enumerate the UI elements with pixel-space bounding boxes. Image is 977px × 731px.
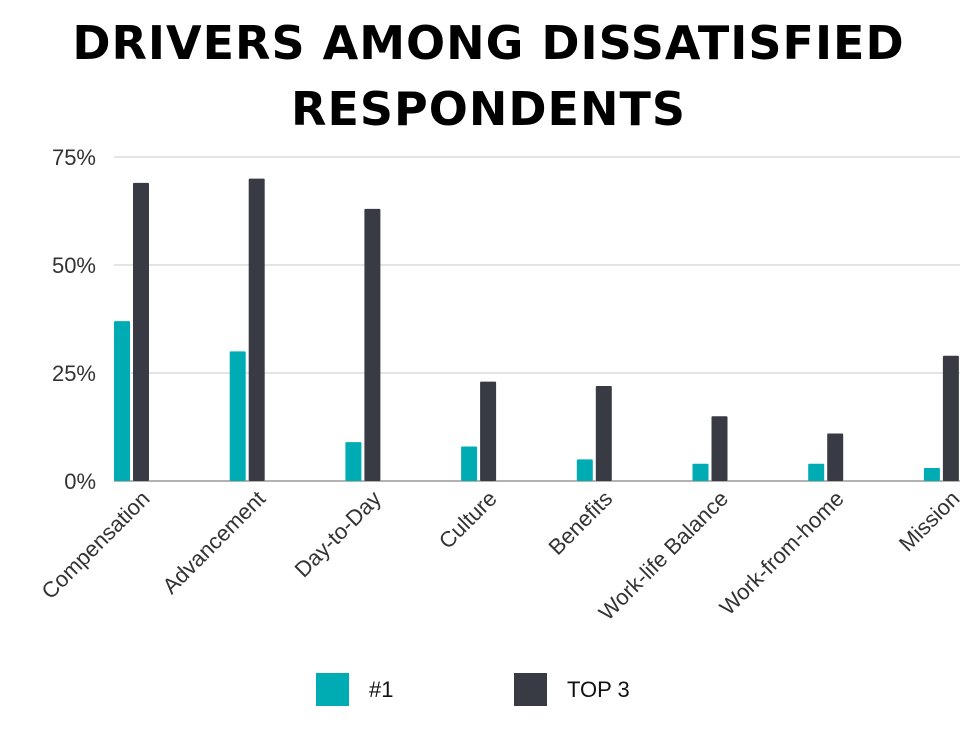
bar-rank1-mission — [923, 468, 940, 481]
bar-chart: 0% 25% 50% 75% Compensation Advancement Day-to… — [37, 145, 965, 625]
legend-item-1: #1 — [316, 673, 393, 706]
x-tick-label: Benefits — [543, 486, 617, 560]
chart-title-line-1: DRIVERS AMONG DISSATISFIED — [72, 16, 905, 70]
legend: #1 TOP 3 — [0, 673, 977, 707]
bar-top3-culture — [480, 381, 497, 481]
x-tick-label: Work-life Balance — [594, 486, 733, 625]
bar-rank1-work-from-home — [808, 463, 825, 481]
bar-top3-day-to-day — [364, 208, 381, 481]
x-tick-label: Day-to-Day — [290, 486, 386, 582]
bar-rank1-work-life-balance — [692, 463, 709, 481]
y-tick-label: 75% — [52, 145, 96, 170]
bar-rank1-advancement — [229, 351, 246, 481]
legend-swatch-top3 — [514, 673, 547, 706]
y-tick-label: 0% — [64, 469, 96, 494]
chart-title: DRIVERS AMONG DISSATISFIED RESPONDENTS — [0, 10, 977, 142]
x-tick-label: Work-from-home — [715, 486, 849, 620]
bar-top3-advancement — [248, 178, 265, 481]
legend-label-top3: TOP 3 — [567, 676, 630, 702]
legend-item-top3: TOP 3 — [514, 673, 630, 706]
chart-title-line-2: RESPONDENTS — [291, 82, 686, 136]
bar-top3-work-from-home — [827, 433, 844, 481]
x-tick-label: Mission — [894, 486, 964, 556]
legend-swatch-1 — [316, 673, 349, 706]
bar-rank1-benefits — [576, 459, 593, 481]
x-tick-label: Compensation — [37, 486, 155, 604]
bar-top3-compensation — [133, 182, 149, 482]
bar-rank1-culture — [461, 446, 478, 481]
bar-top3-benefits — [595, 385, 612, 481]
bar-rank1-day-to-day — [345, 442, 362, 481]
bar-top3-work-life-balance — [711, 416, 728, 481]
legend-label-1: #1 — [369, 676, 394, 702]
bar-top3-mission — [942, 355, 959, 481]
x-tick-label: Culture — [434, 486, 502, 554]
y-tick-label: 25% — [52, 361, 96, 386]
x-tick-label: Advancement — [157, 486, 270, 599]
bar-rank1-compensation — [114, 321, 130, 481]
y-tick-label: 50% — [52, 253, 96, 278]
